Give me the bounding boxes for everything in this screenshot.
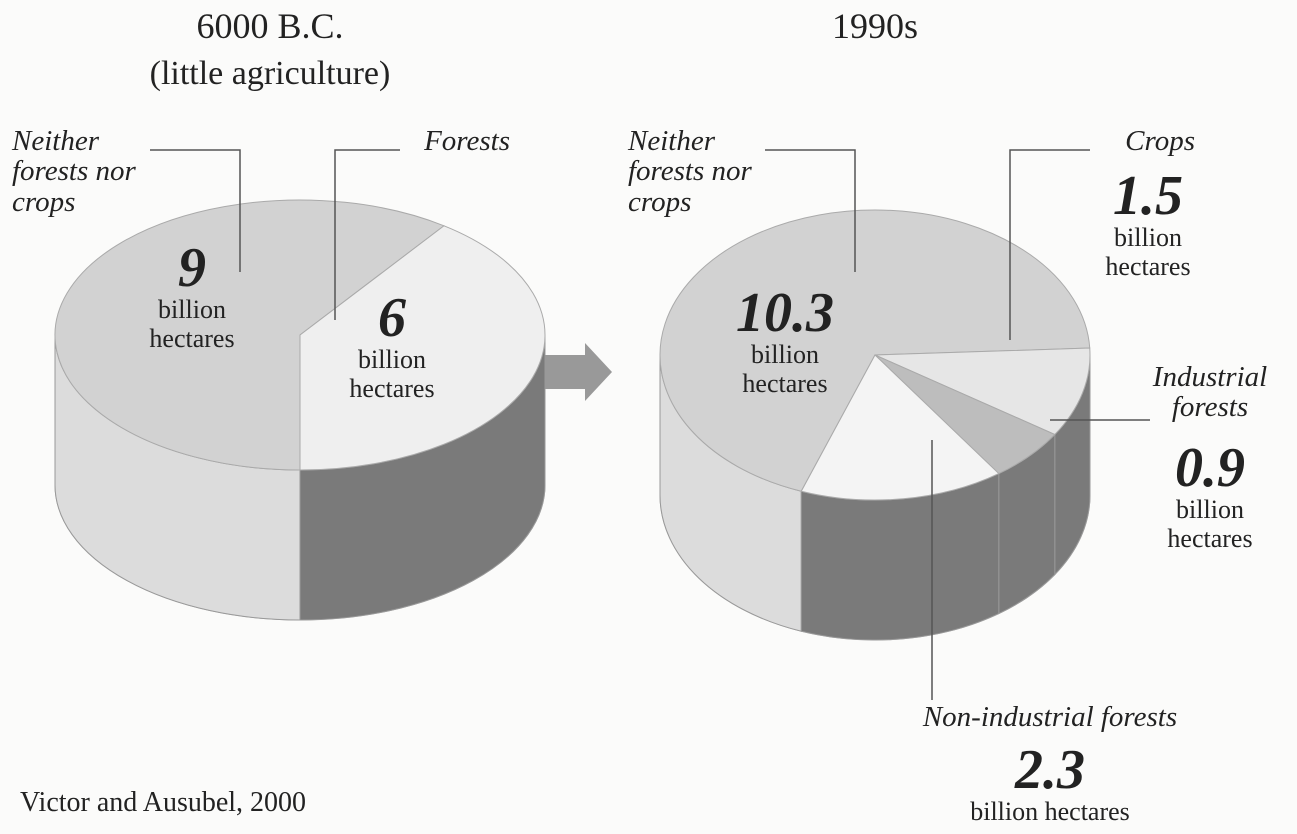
- slice-label: Neither forests nor crops: [628, 126, 798, 217]
- slice-label: Non-industrial forests: [850, 702, 1250, 732]
- slice-label: Industrial forests: [1125, 362, 1295, 423]
- slice-value: 9: [127, 240, 257, 296]
- page: 6000 B.C. (little agriculture) Neither for…: [0, 0, 1297, 834]
- slice-label: Neither forests nor crops: [12, 126, 182, 217]
- chart-title: 1990s: [675, 8, 1075, 46]
- slice-unit: billion hectares: [1083, 224, 1213, 281]
- slice-label: Forests: [390, 126, 510, 156]
- chart-subtitle: (little agriculture): [70, 56, 470, 92]
- slice-unit: billion hectares: [720, 341, 850, 398]
- source: Victor and Ausubel, 2000: [20, 788, 420, 817]
- slice-label: Crops: [1075, 126, 1195, 156]
- slice-value: 1.5: [1083, 168, 1213, 224]
- arrow: [545, 343, 612, 401]
- slice-unit: billion hectares: [327, 346, 457, 403]
- slice-unit: billion hectares: [1145, 496, 1275, 553]
- slice-unit: billion hectares: [900, 798, 1200, 827]
- slice-unit: billion hectares: [127, 296, 257, 353]
- chart-title: 6000 B.C.: [70, 8, 470, 46]
- slice-value: 10.3: [720, 285, 850, 341]
- slice-value: 2.3: [900, 742, 1200, 798]
- slice-value: 0.9: [1145, 440, 1275, 496]
- slice-value: 6: [327, 290, 457, 346]
